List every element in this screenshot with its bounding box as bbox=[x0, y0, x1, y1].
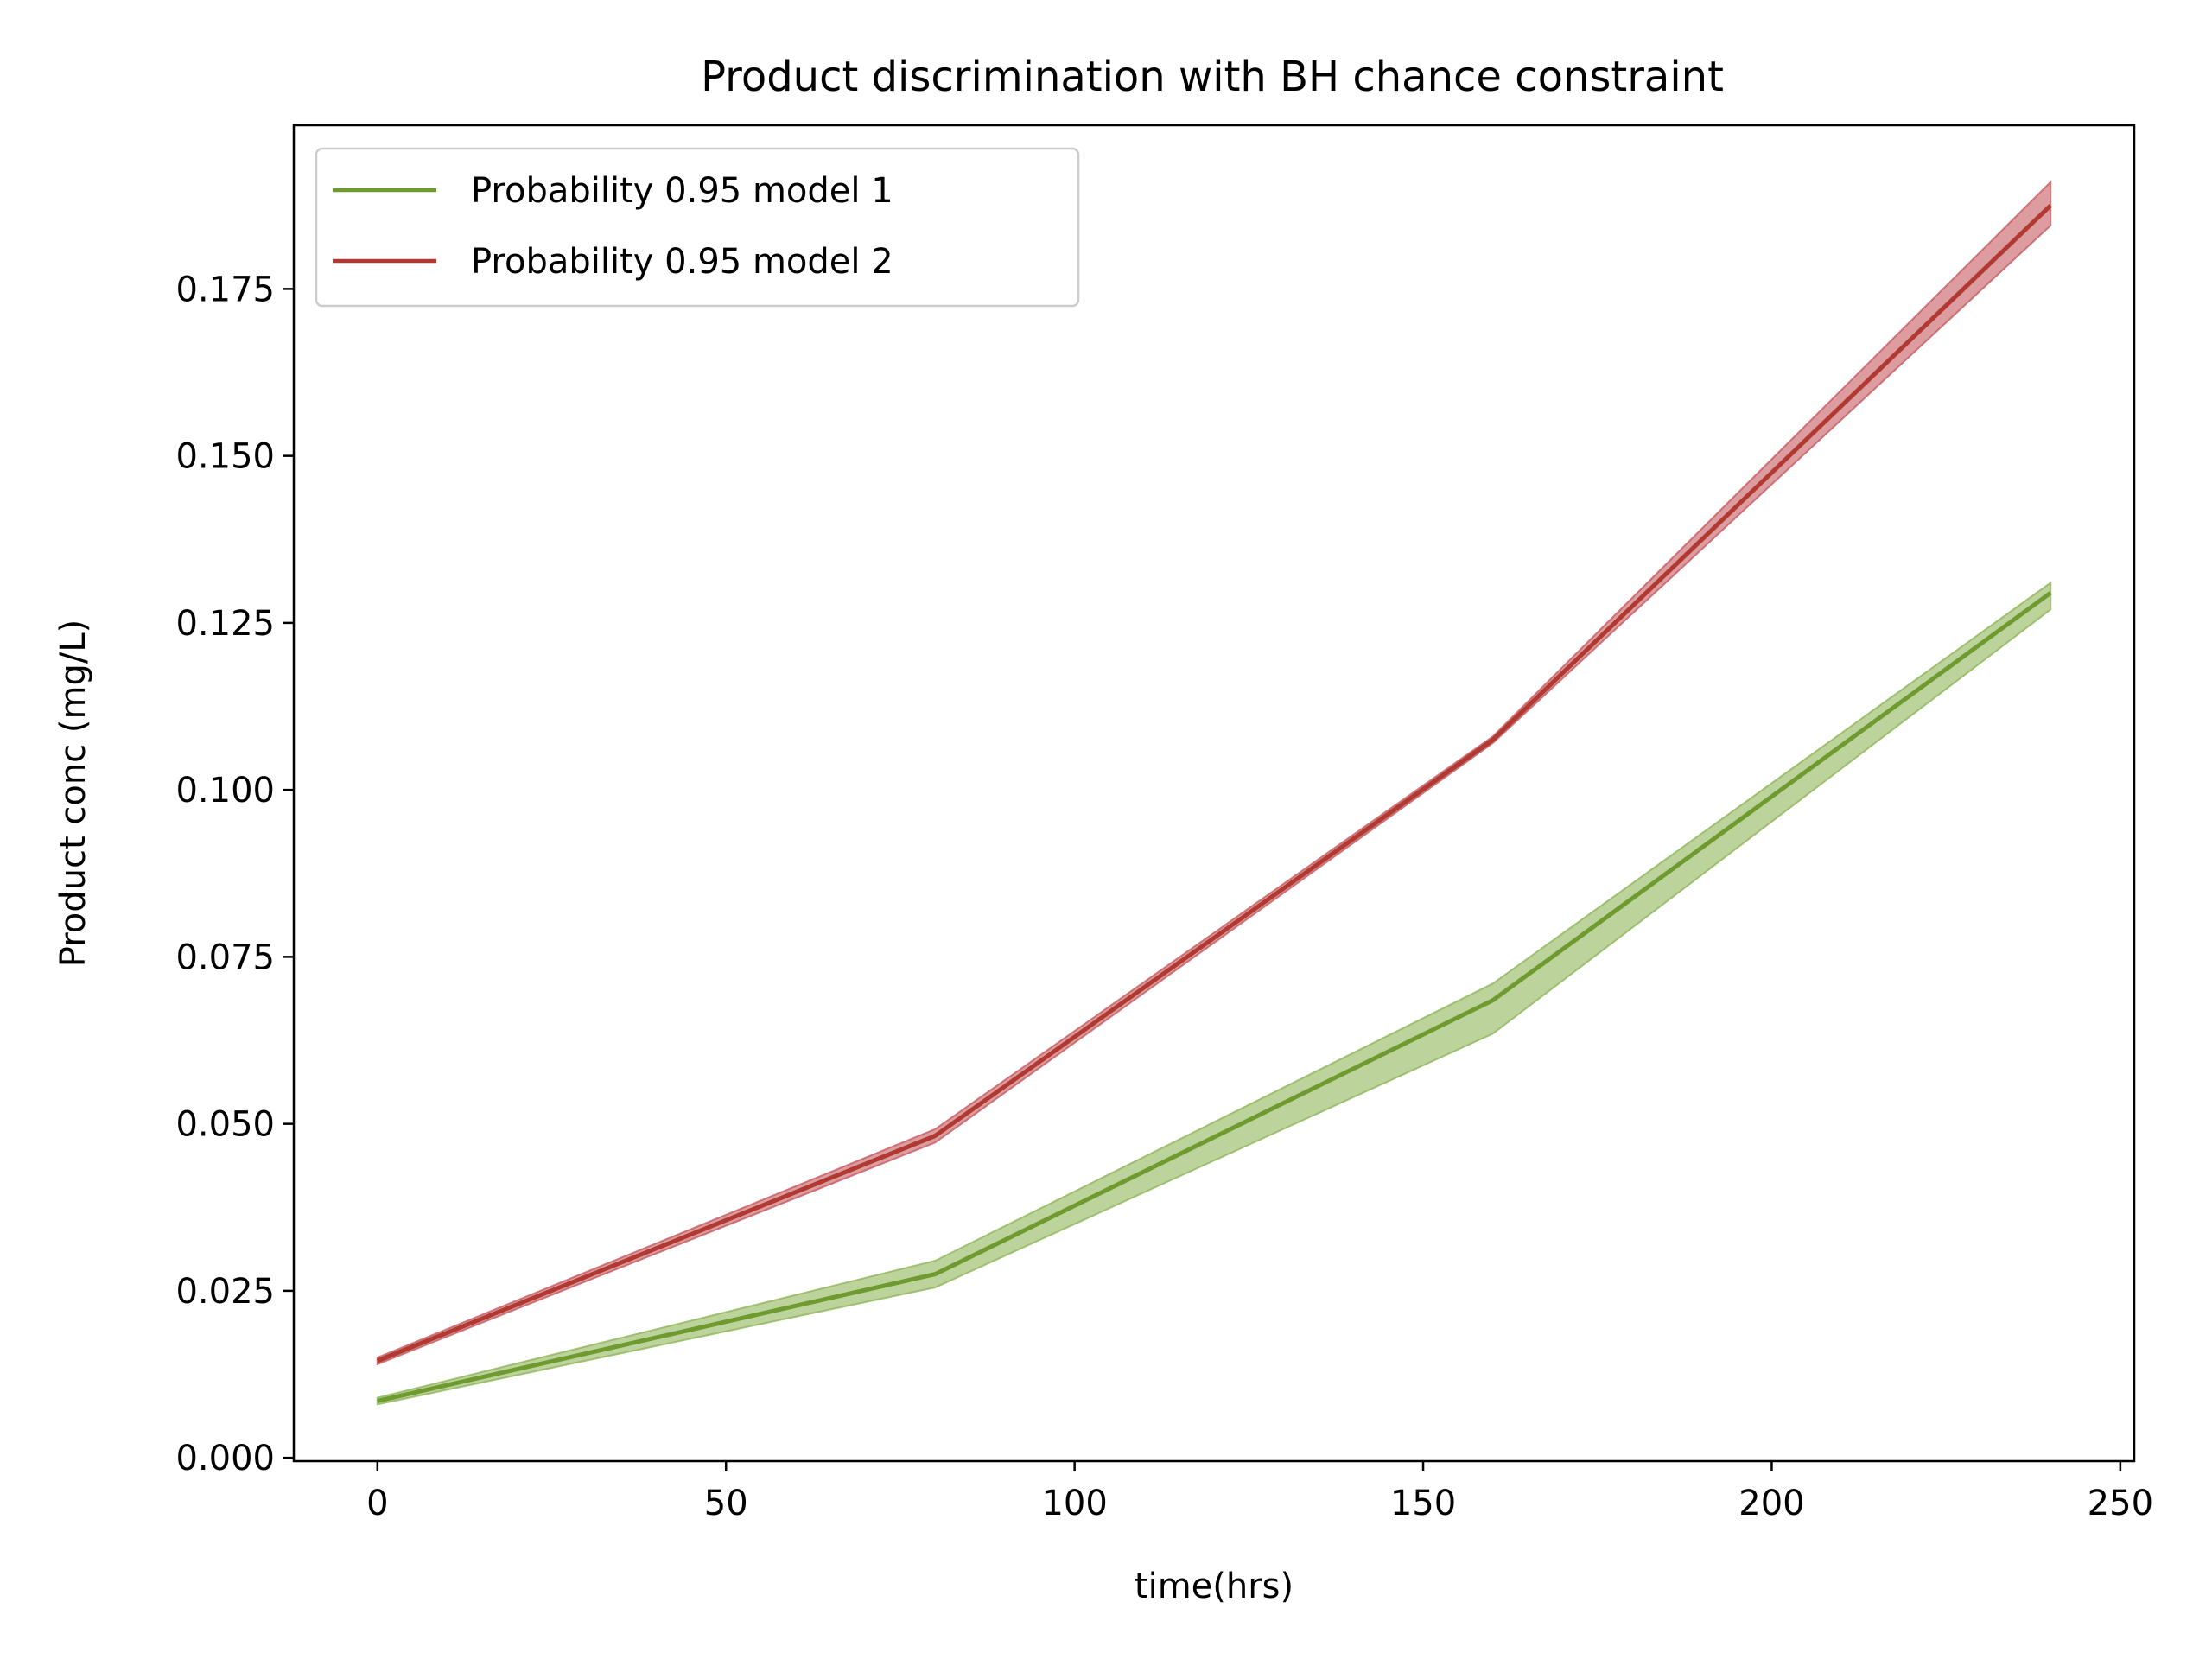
confidence-band-model-2 bbox=[376, 180, 2052, 1366]
y-tick-label: 0.150 bbox=[175, 437, 275, 477]
y-axis-title: Product conc (mg/L) bbox=[54, 620, 93, 967]
x-axis-ticks: 0 50 100 150 200 250 bbox=[366, 1461, 2153, 1523]
confidence-band-model-1 bbox=[376, 581, 2052, 1406]
x-tick-label: 150 bbox=[1390, 1484, 1456, 1523]
legend-label-model-1: Probability 0.95 model 1 bbox=[471, 171, 893, 211]
x-axis-title: time(hrs) bbox=[1135, 1567, 1294, 1606]
x-tick-label: 100 bbox=[1041, 1484, 1107, 1523]
y-axis-ticks: 0.000 0.025 0.050 0.075 0.100 0.125 0.150 0.175 bbox=[175, 270, 294, 1478]
chart-title: Product discrimination with BH chance co… bbox=[701, 53, 1724, 101]
x-tick-label: 0 bbox=[366, 1484, 388, 1523]
x-tick-label: 50 bbox=[704, 1484, 748, 1523]
x-tick-label: 200 bbox=[1738, 1484, 1804, 1523]
y-tick-label: 0.075 bbox=[175, 938, 275, 977]
y-tick-label: 0.050 bbox=[175, 1105, 275, 1145]
plot-area-frame bbox=[292, 124, 2136, 1463]
legend-label-model-2: Probability 0.95 model 2 bbox=[471, 242, 893, 282]
series-line-model-1 bbox=[377, 591, 2052, 1403]
series-line-model-2 bbox=[376, 203, 2052, 1363]
y-tick-label: 0.000 bbox=[175, 1439, 275, 1478]
y-tick-label: 0.125 bbox=[175, 604, 275, 644]
legend-box bbox=[315, 147, 1080, 308]
y-tick-label: 0.100 bbox=[175, 771, 275, 810]
legend: Probability 0.95 model 1 Probability 0.9… bbox=[315, 147, 1080, 308]
series-lines bbox=[376, 203, 2052, 1403]
y-tick-label: 0.175 bbox=[175, 270, 275, 309]
confidence-bands bbox=[376, 180, 2052, 1406]
x-tick-label: 250 bbox=[2088, 1484, 2153, 1523]
y-tick-label: 0.025 bbox=[175, 1272, 275, 1312]
